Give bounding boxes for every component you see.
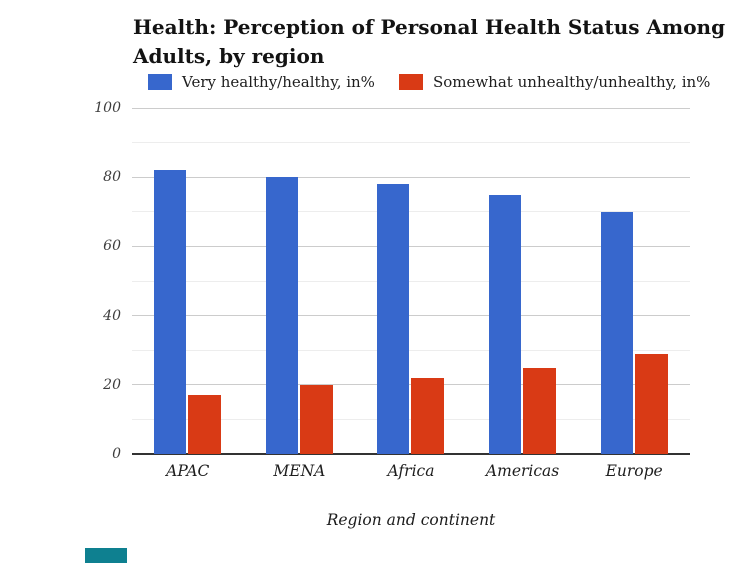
y-tick-label-60: 60 — [103, 238, 121, 255]
x-tick-label-mena: MENA — [273, 462, 326, 480]
y-tick-label-40: 40 — [103, 307, 121, 324]
major-gridline-80 — [132, 176, 690, 178]
legend-swatch-icon — [398, 74, 423, 90]
bar-series1-africa — [377, 184, 410, 454]
bar-group-mena — [244, 108, 356, 454]
y-axis-labels: 0 20 40 60 80 100 — [0, 100, 121, 462]
legend-item-1: Very healthy/healthy, in% — [148, 73, 375, 91]
x-tick-label-apac: APAC — [166, 462, 210, 480]
legend-label: Very healthy/healthy, in% — [182, 73, 375, 91]
plot-area — [132, 107, 690, 455]
minor-gridline-70 — [132, 211, 690, 213]
bar-group-apac — [132, 108, 244, 454]
major-gridline-20 — [132, 384, 690, 386]
x-tick-label-americas: Americas — [485, 462, 560, 480]
legend-label: Somewhat unhealthy/unhealthy, in% — [432, 73, 711, 91]
bar-group-americas — [467, 108, 579, 454]
chart-title-line-2: Adults, by region — [133, 44, 325, 68]
bar-series1-americas — [489, 194, 522, 454]
legend-swatch-icon — [148, 74, 172, 90]
major-gridline-100 — [132, 107, 690, 109]
major-gridline-60 — [132, 245, 690, 247]
minor-gridline-50 — [132, 280, 690, 282]
bar-series1-europe — [600, 211, 633, 454]
bar-series2-europe — [634, 353, 668, 454]
minor-gridline-30 — [132, 349, 690, 351]
y-tick-label-80: 80 — [103, 169, 121, 186]
x-tick-label-africa: Africa — [387, 462, 435, 480]
teal-marker — [85, 548, 127, 563]
bar-series2-apac — [188, 395, 222, 454]
x-tick-label-europe: Europe — [605, 462, 663, 480]
x-axis-labels: APAC MENA Africa Americas Europe — [132, 462, 690, 480]
y-tick-label-20: 20 — [103, 376, 121, 393]
major-gridline-40 — [132, 315, 690, 317]
bar-group-europe — [578, 108, 690, 454]
bar-series1-apac — [154, 170, 187, 454]
x-axis-line — [132, 453, 690, 455]
chart-title: Health: Perception of Personal Health St… — [133, 13, 733, 71]
bar-series2-mena — [299, 384, 333, 454]
legend: Very healthy/healthy, in% Somewhat unheal… — [148, 73, 710, 91]
y-tick-label-100: 100 — [94, 100, 121, 116]
minor-gridline-10 — [132, 418, 690, 420]
bar-series2-americas — [523, 367, 557, 454]
x-axis-title: Region and continent — [326, 511, 496, 529]
legend-item-2: Somewhat unhealthy/unhealthy, in% — [398, 73, 711, 91]
bar-series2-africa — [411, 377, 445, 454]
chart-title-line-1: Health: Perception of Personal Health St… — [133, 15, 726, 39]
bar-series1-mena — [265, 177, 298, 454]
bar-group-africa — [355, 108, 467, 454]
minor-gridline-90 — [132, 142, 690, 144]
y-tick-label-0: 0 — [112, 446, 121, 462]
